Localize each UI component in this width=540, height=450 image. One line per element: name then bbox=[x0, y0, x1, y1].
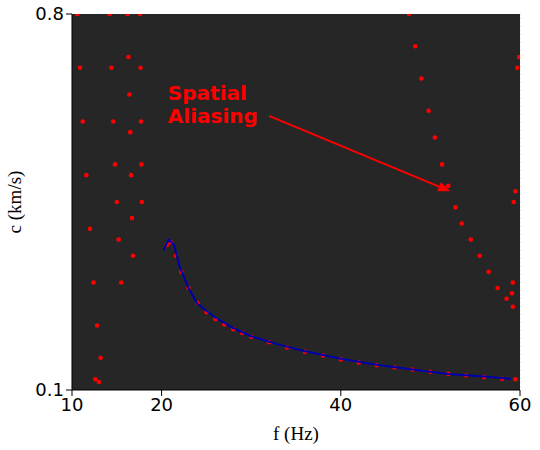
svg-text:40: 40 bbox=[329, 394, 352, 415]
svg-text:10: 10 bbox=[60, 393, 84, 415]
svg-text:0.1: 0.1 bbox=[35, 379, 64, 400]
svg-text:c (km/s): c (km/s) bbox=[4, 171, 26, 234]
svg-text:SpatialAliasing: SpatialAliasing bbox=[168, 81, 258, 128]
svg-text:f (Hz): f (Hz) bbox=[273, 423, 319, 445]
svg-text:60: 60 bbox=[509, 394, 532, 415]
svg-text:0.8: 0.8 bbox=[35, 3, 64, 24]
svg-text:20: 20 bbox=[150, 394, 173, 415]
